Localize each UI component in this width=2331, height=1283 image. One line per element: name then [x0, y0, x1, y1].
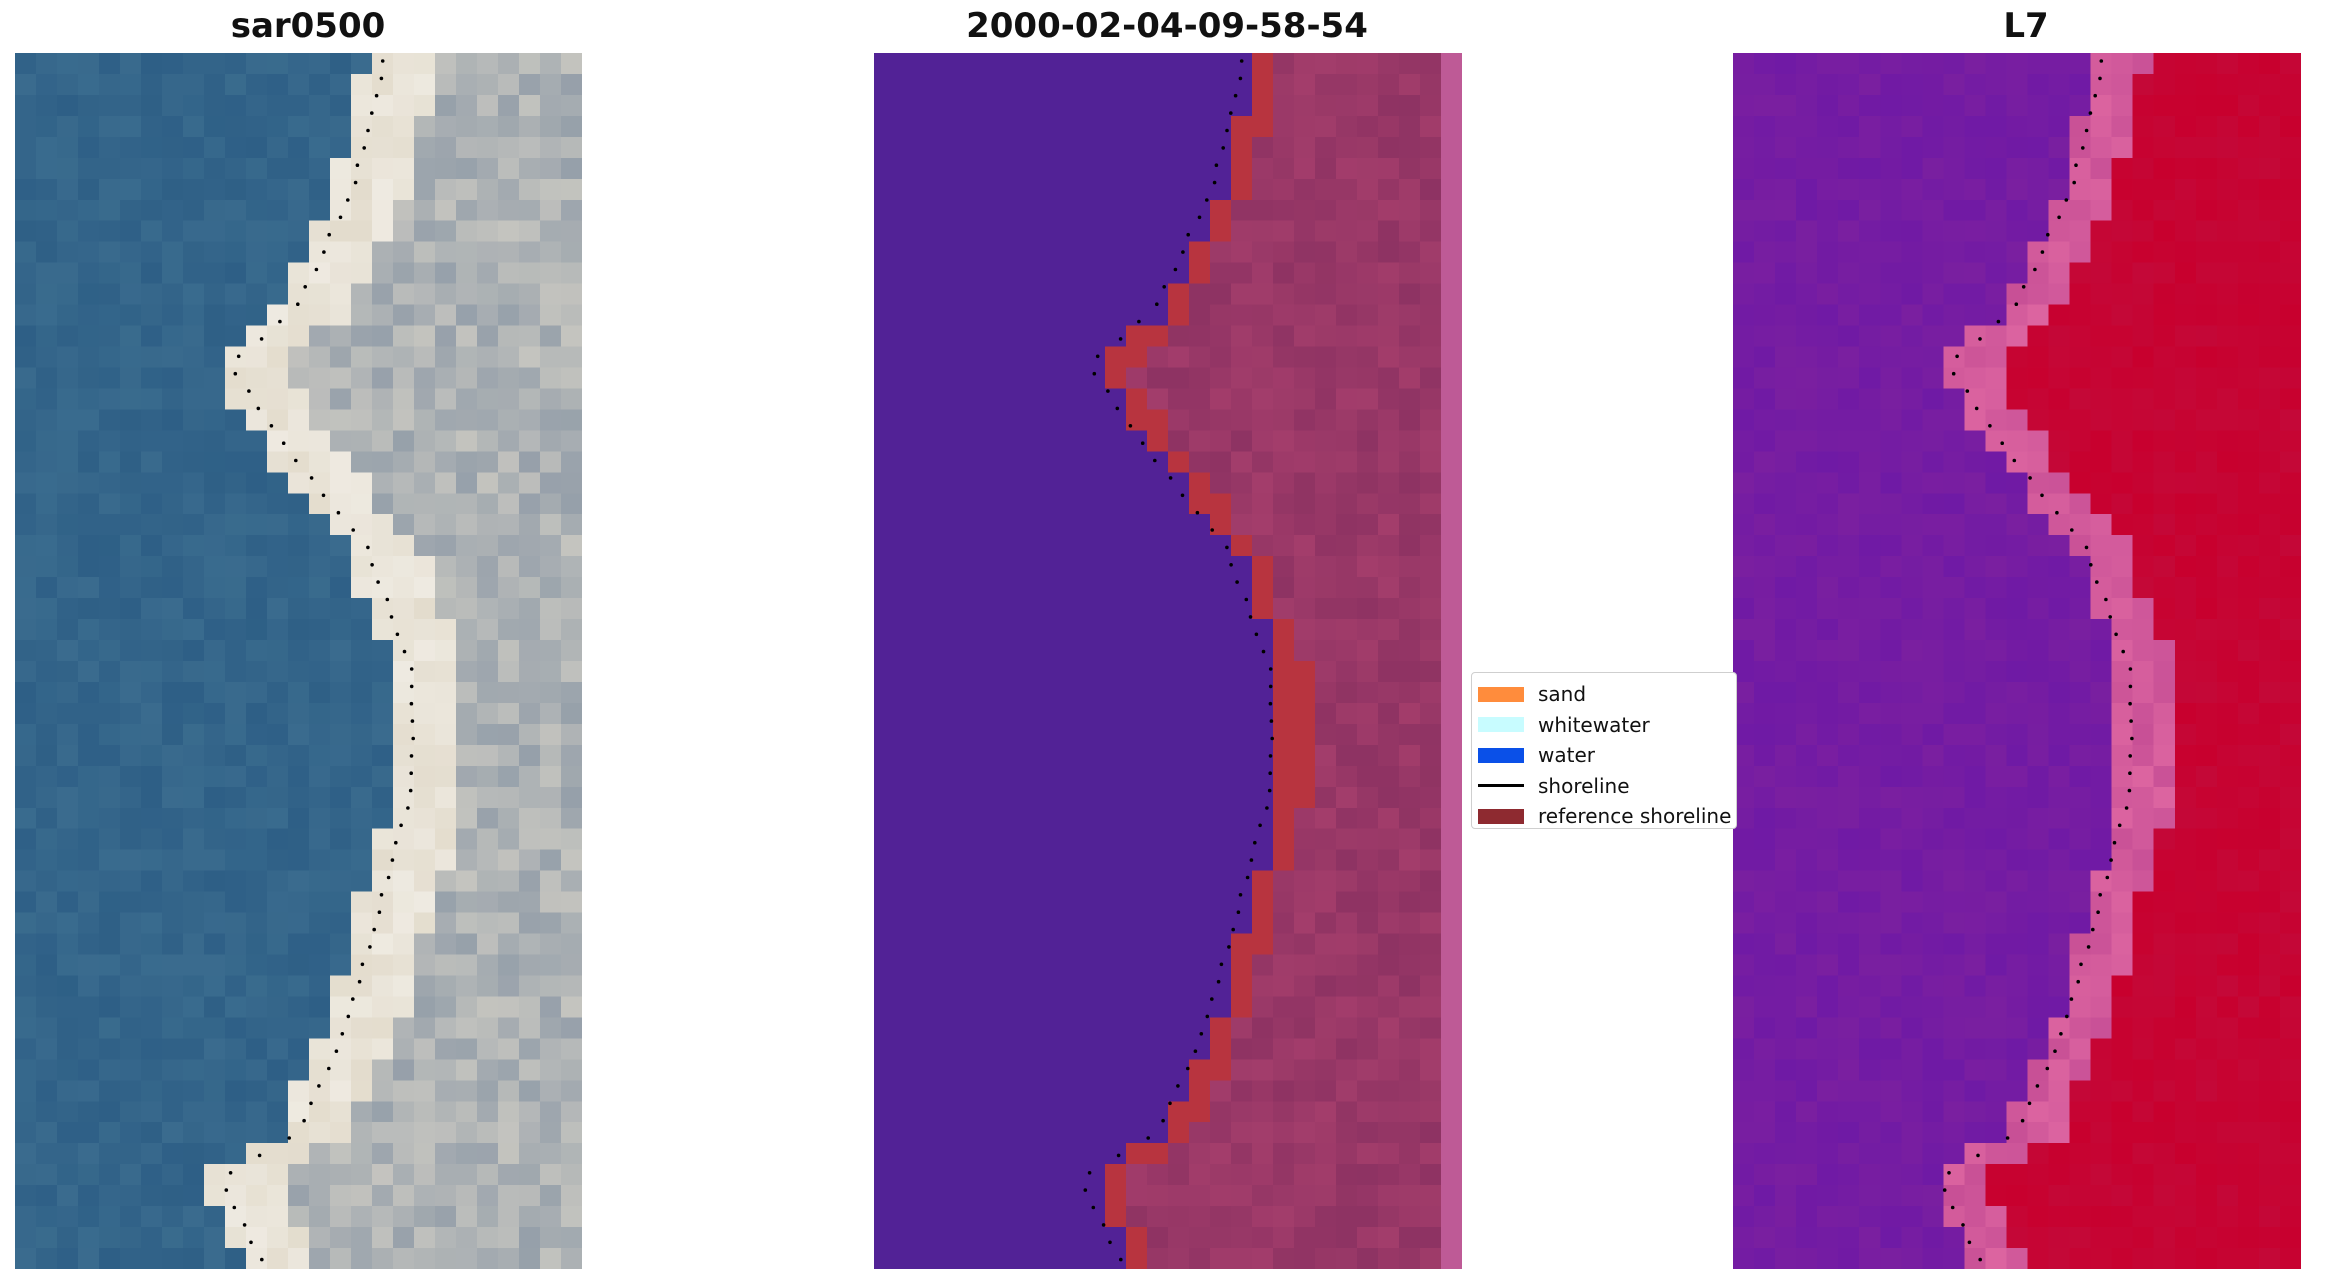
panel-title-rgb: sar0500 — [230, 6, 386, 46]
index-image — [1733, 53, 2301, 1269]
water-swatch — [1478, 747, 1524, 763]
classified-image — [874, 53, 1462, 1269]
legend: sand whitewater water shoreline referenc… — [1471, 672, 1737, 829]
sand-swatch — [1478, 686, 1524, 702]
rgb-image-panel — [15, 53, 582, 1269]
legend-label: reference shoreline — [1538, 804, 1732, 829]
index-image-panel — [1733, 53, 2301, 1269]
legend-label: water — [1538, 743, 1595, 768]
rgb-satellite-image — [15, 53, 582, 1269]
legend-label: whitewater — [1538, 712, 1650, 737]
legend-item-sand: sand — [1472, 679, 1736, 710]
legend-item-shoreline: shoreline — [1472, 771, 1736, 802]
panel-title-index: L7 — [2003, 6, 2049, 46]
shoreline-line-swatch — [1478, 784, 1524, 788]
reference-shoreline-swatch — [1478, 808, 1524, 824]
legend-item-reference-shoreline: reference shoreline — [1472, 801, 1736, 832]
panel-title-classified: 2000-02-04-09-58-54 — [966, 6, 1368, 46]
legend-label: shoreline — [1538, 773, 1630, 798]
legend-label: sand — [1538, 682, 1587, 707]
whitewater-swatch — [1478, 717, 1524, 733]
legend-item-water: water — [1472, 740, 1736, 771]
classified-image-panel — [874, 53, 1462, 1269]
legend-item-whitewater: whitewater — [1472, 710, 1736, 741]
